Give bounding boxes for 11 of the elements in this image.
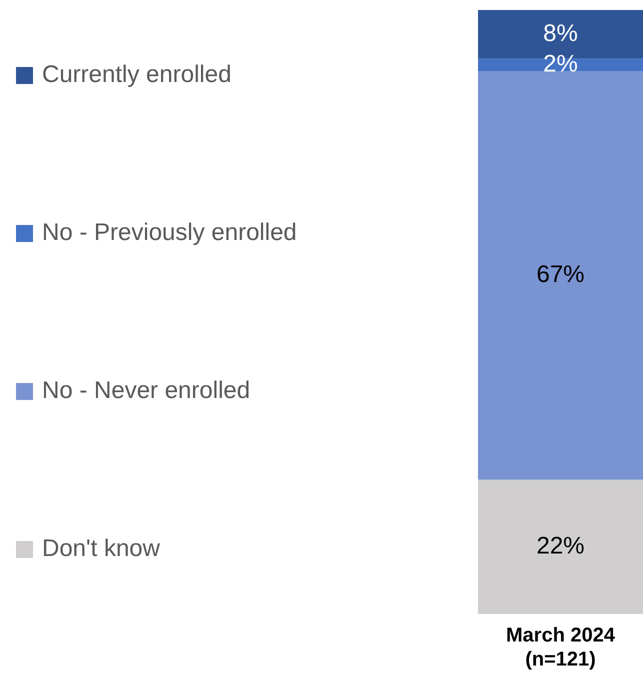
legend-label: No - Previously enrolled bbox=[42, 219, 297, 247]
data-label: 8% bbox=[543, 20, 578, 48]
legend-label: Currently enrolled bbox=[42, 61, 232, 89]
bar bbox=[478, 71, 643, 480]
bar bbox=[478, 480, 643, 614]
data-label: 22% bbox=[536, 532, 585, 560]
x-tick-label: March 2024 (n=121) bbox=[506, 624, 616, 671]
data-label: 67% bbox=[536, 261, 585, 288]
legend-label: Don't know bbox=[42, 535, 160, 563]
legend-label: No - Never enrolled bbox=[42, 377, 250, 405]
data-label: 2% bbox=[543, 50, 578, 78]
